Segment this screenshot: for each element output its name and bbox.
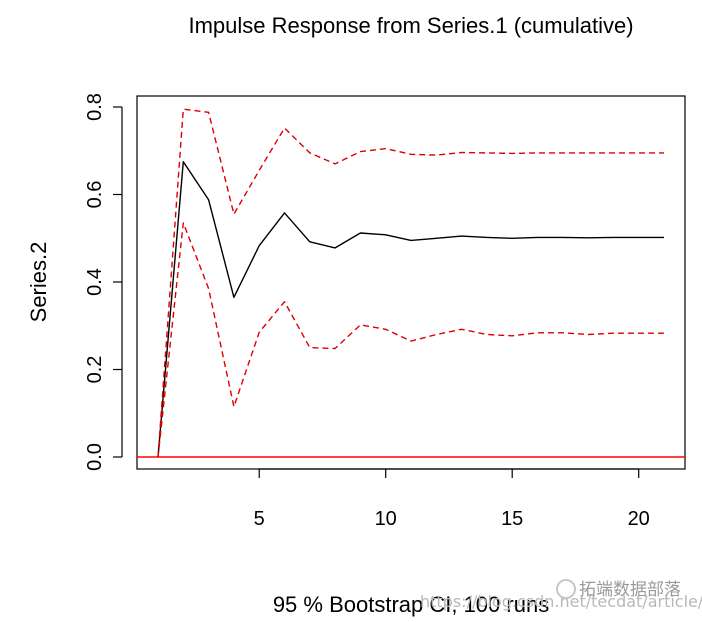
series-line-upper (157, 108, 664, 458)
series-line-lower (157, 222, 664, 458)
watermark: https://blog.csdn.net/tecdat/article/det… (420, 579, 702, 611)
x-tick-label: 20 (628, 508, 650, 530)
series-line-series-2 (157, 160, 664, 458)
y-tick-label: 0.6 (84, 181, 106, 209)
watermark-url: https://blog.csdn.net/tecdat/article/det… (420, 592, 702, 611)
x-axis-label: 95 % Bootstrap CI, 100 runs (273, 592, 549, 617)
y-tick-label: 0.4 (84, 268, 106, 296)
x-tick-label: 15 (501, 508, 523, 530)
watermark-logo-icon (556, 579, 576, 599)
plot-frame (136, 95, 686, 470)
x-tick-label: 10 (375, 508, 397, 530)
y-axis: 0.0 0.2 0.4 0.6 0.8 (84, 93, 123, 471)
chart-title: Impulse Response from Series.1 (cumulati… (188, 13, 633, 38)
x-tick-label: 5 (254, 508, 265, 530)
y-axis-label: Series.2 (26, 242, 51, 323)
y-tick-label: 0.0 (84, 443, 106, 471)
y-tick-label: 0.2 (84, 356, 106, 384)
y-tick-label: 0.8 (84, 93, 106, 121)
series-layer (137, 108, 685, 458)
x-axis: 5 10 15 20 (254, 468, 650, 530)
watermark-logo-text: 拓端数据部落 (579, 580, 681, 600)
